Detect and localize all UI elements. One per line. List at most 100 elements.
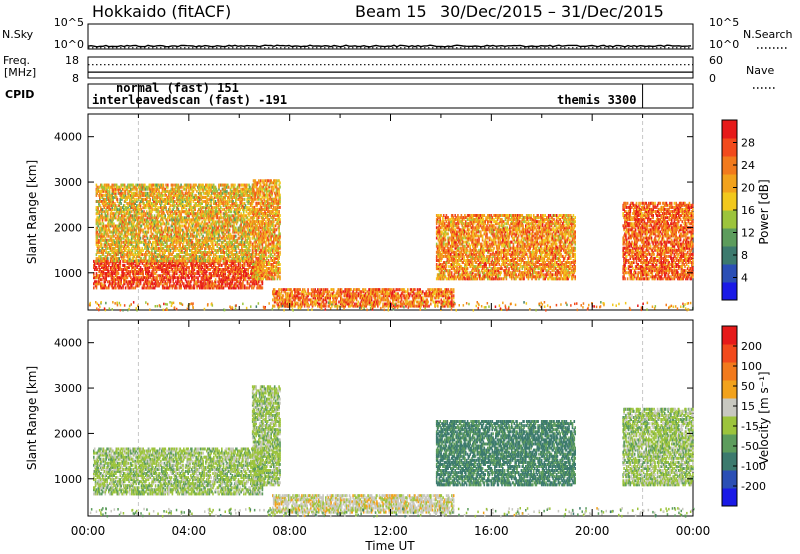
noise-panel-frame [87,23,694,50]
colorbar-cell-6 [722,174,737,193]
power-axes: 1000 2000 3000 4000 [54,114,694,310]
date-range: 30/Dec/2015 – 31/Dec/2015 [440,2,664,21]
freq-unit: [MHz] [4,66,36,79]
colorbar-tick-label-4: 20 [741,182,755,195]
cpid-segment-label-0: interleavedscan (fast) -191 [92,93,287,107]
region-2 [251,179,281,281]
region-5 [622,201,694,281]
colorbar-tick-label-1: 8 [741,249,748,262]
beam-label: Beam 15 [355,2,427,21]
colorbar-tick-label-1: -100 [741,460,766,473]
colorbar-tick-label-2: 12 [741,227,755,240]
region-3 [435,420,576,487]
colorbar-cell-1 [722,264,737,283]
y-tick-label-3: 4000 [54,131,82,144]
colorbar-cell-2 [722,246,737,265]
y-tick-label-0: 1000 [54,473,82,486]
power-scatter [88,114,694,312]
colorbar-cell-0 [722,488,737,507]
noise-right-label: N.Search [743,28,793,41]
x-tick-label-4: 16:00 [474,524,509,538]
power-ylabel: Slant Range [km] [25,160,39,264]
region-4 [435,214,576,281]
colorbar-cell-0 [722,282,737,301]
noise-series [87,44,692,49]
cpid-panel-frame [87,83,694,109]
y-tick-label-2: 3000 [54,382,82,395]
region-2 [272,494,455,514]
noise-left-label: N.Sky [2,28,34,41]
x-tick-labels: 00:00 04:00 08:00 12:00 16:00 20:00 00:00 [71,524,711,538]
colorbar-frame [721,325,738,507]
colorbar-cell-3 [722,434,737,453]
colorbar-cell-4 [722,210,737,229]
freq-series [88,64,693,73]
nave-tick-top: 60 [709,54,723,67]
x-axis-label: Time UT [364,539,415,553]
velocity-axes: 1000 2000 3000 4000 [54,320,694,516]
x-tick-label-6: 00:00 [676,524,711,538]
colorbar-cell-2 [722,452,737,471]
colorbar-tick-label-5: 24 [741,159,755,172]
x-tick-label-3: 12:00 [373,524,408,538]
x-tick-label-2: 08:00 [272,524,307,538]
power-colorbar-label: Power [dB] [757,179,771,244]
colorbar-cell-8 [722,138,737,157]
colorbar-cell-9 [722,326,737,345]
noise-right-tick-bottom: 10^0 [709,38,739,51]
y-tick-label-3: 4000 [54,337,82,350]
velocity-colorbar-label: Velocity [m s⁻¹] [757,371,771,464]
x-tick-label-5: 20:00 [575,524,610,538]
nave-label: Nave [746,64,774,77]
colorbar-cell-4 [722,416,737,435]
noise-line-0 [87,44,692,48]
y-tick-label-2: 3000 [54,176,82,189]
x-tick-label-1: 04:00 [172,524,207,538]
cpid-segment-label-2: themis 3300 [557,93,636,107]
freq-label: Freq. [3,54,30,67]
freq-panel-frame [87,56,694,79]
colorbar-cell-7 [722,156,737,175]
region-1 [251,385,281,487]
power-colorbar: 4 8 12 16 20 24 28 [721,119,755,301]
colorbar-tick-label-7: 200 [741,340,762,353]
region-1 [95,183,254,263]
y-tick-label-1: 2000 [54,427,82,440]
nave-tick-bottom: 0 [709,72,716,85]
near-range-scatter [89,507,695,518]
colorbar-cell-3 [722,228,737,247]
colorbar-cell-5 [722,398,737,417]
noise-right-tick-top: 10^5 [709,16,739,29]
colorbar-tick-label-3: 16 [741,204,755,217]
colorbar-cell-8 [722,344,737,363]
station-title: Hokkaido (fitACF) [92,2,231,21]
colorbar-tick-label-0: -200 [741,480,766,493]
cpid-label: CPID [5,88,34,101]
region-0 [93,259,264,290]
colorbar-tick-label-6: 28 [741,137,755,150]
velocity-ylabel: Slant Range [km] [25,366,39,470]
region-4 [622,407,694,487]
colorbar-tick-label-5: 50 [741,380,755,393]
colorbar-cell-1 [722,470,737,489]
colorbar-cell-5 [722,192,737,211]
colorbar-cell-7 [722,362,737,381]
velocity-scatter [89,320,695,518]
velocity-colorbar: -200 -100 -50 -15 15 50 100 200 [721,325,766,507]
near-range-scatter [88,301,694,312]
colorbar-tick-label-4: 15 [741,400,755,413]
colorbar-tick-label-6: 100 [741,360,762,373]
x-tick-label-0: 00:00 [71,524,106,538]
freq-tick-top: 18 [65,54,79,67]
colorbar-cell-6 [722,380,737,399]
colorbar-tick-label-3: -15 [741,420,759,433]
freq-tick-bottom: 8 [72,72,79,85]
y-tick-label-0: 1000 [54,267,82,280]
colorbar-tick-label-2: -50 [741,440,759,453]
y-tick-label-1: 2000 [54,221,82,234]
colorbar-tick-label-0: 4 [741,272,748,285]
noise-left-tick-top: 10^5 [54,16,84,29]
noise-left-tick-bottom: 10^0 [54,38,84,51]
